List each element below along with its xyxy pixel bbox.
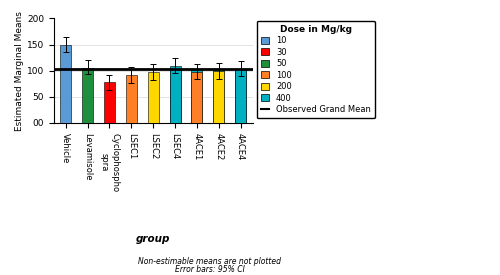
- Bar: [126, 75, 137, 123]
- Bar: [235, 69, 246, 123]
- Legend: 10, 30, 50, 100, 200, 400, Observed Grand Mean: 10, 30, 50, 100, 200, 400, Observed Gran…: [257, 21, 375, 119]
- Text: Non-estimable means are not plotted: Non-estimable means are not plotted: [138, 257, 282, 266]
- Bar: [235, 69, 246, 123]
- Text: Error bars: 95% CI: Error bars: 95% CI: [175, 265, 245, 274]
- Bar: [214, 71, 224, 123]
- Bar: [60, 45, 71, 123]
- Bar: [170, 69, 180, 123]
- Y-axis label: Estimated Marginal Means: Estimated Marginal Means: [15, 11, 24, 131]
- Bar: [192, 69, 202, 123]
- X-axis label: group: group: [136, 233, 170, 243]
- Bar: [170, 65, 180, 123]
- Bar: [104, 82, 115, 123]
- Bar: [214, 69, 224, 123]
- Bar: [192, 72, 202, 123]
- Bar: [148, 72, 158, 123]
- Bar: [82, 68, 93, 123]
